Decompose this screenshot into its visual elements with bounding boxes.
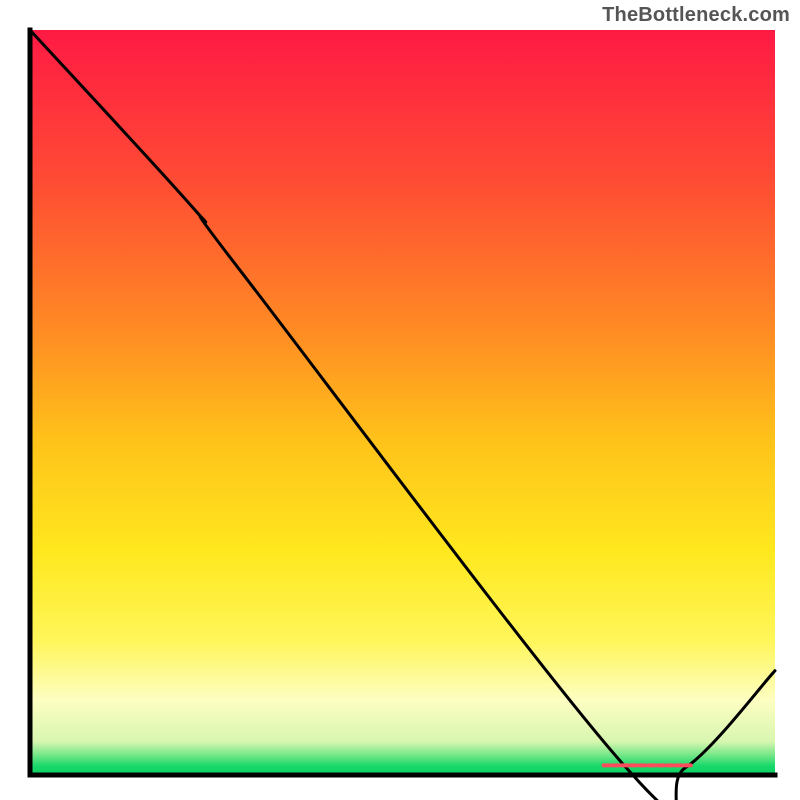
chart-container: TheBottleneck.com bbox=[0, 0, 800, 800]
bottleneck-chart bbox=[0, 0, 800, 800]
chart-background bbox=[30, 30, 775, 775]
